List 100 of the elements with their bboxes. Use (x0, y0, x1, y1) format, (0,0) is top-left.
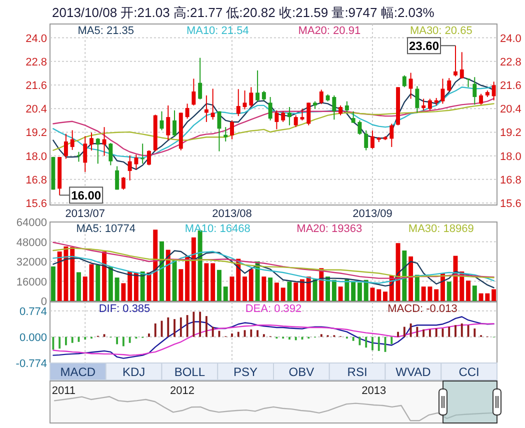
y-tick-label: 21.6 (26, 80, 47, 92)
candlestick (249, 86, 254, 108)
candlestick (242, 90, 247, 110)
text: MA30: 20.65 (410, 25, 472, 37)
candlestick (185, 103, 190, 120)
candlestick (64, 133, 68, 160)
candlestick (236, 88, 240, 117)
candlestick (428, 98, 432, 111)
text: MA20: 20.91 (298, 25, 361, 37)
y-tick-label: 16000 (16, 276, 47, 288)
bar (82, 276, 88, 301)
y-tick-label: 19.2 (26, 127, 47, 140)
bar (255, 262, 260, 301)
bar (268, 278, 273, 301)
bar (383, 292, 388, 301)
candlestick (472, 76, 477, 106)
candlestick (262, 90, 266, 102)
bar (140, 272, 145, 301)
y-tick-label: 20.4 (26, 104, 47, 116)
candlestick (90, 132, 94, 152)
candlestick (210, 88, 215, 120)
bar (102, 252, 107, 301)
candlestick (390, 123, 394, 148)
text: DIF: 0.385 (98, 303, 150, 315)
y2-tick-label: 21.6 (500, 80, 522, 92)
bar (153, 230, 158, 301)
bar (121, 283, 126, 301)
bar (357, 282, 362, 301)
y-tick-label: 16.8 (26, 174, 47, 186)
y-tick-label: 22.8 (26, 56, 47, 68)
bar (274, 282, 279, 301)
candlestick (230, 120, 234, 140)
bar (414, 274, 420, 301)
bar (326, 276, 330, 301)
candlestick (128, 154, 132, 181)
x-tick-label: 2013 (362, 385, 386, 397)
candlestick (440, 78, 445, 104)
annotation: 16.00 (71, 188, 102, 203)
bar (472, 286, 477, 301)
candlestick (70, 130, 74, 150)
candlestick (287, 106, 292, 126)
y-tick-label: 32000 (16, 256, 47, 268)
y-tick-label: 0.774 (19, 306, 47, 318)
bar (76, 272, 81, 301)
candlestick (166, 104, 170, 141)
candlestick (83, 136, 88, 172)
bar (166, 250, 170, 301)
bar (216, 270, 222, 301)
bar (210, 263, 216, 301)
bar (306, 276, 311, 301)
series-label: DEA: 0.392 (245, 303, 302, 315)
bar (492, 289, 496, 301)
category-label: MACD (60, 365, 96, 379)
x-tick-label: 2013/07 (65, 208, 106, 220)
bar (396, 243, 400, 301)
candlestick (319, 89, 324, 105)
candlestick (217, 110, 222, 152)
candlestick (460, 52, 464, 80)
y-tick-label: 0.000 (19, 332, 47, 344)
bar (70, 247, 75, 301)
bar (262, 276, 266, 301)
candlestick (96, 138, 100, 164)
candlestick (332, 94, 336, 120)
bar (96, 264, 100, 301)
candlestick (300, 108, 304, 121)
candlestick (492, 81, 496, 101)
candlestick (172, 110, 176, 138)
candlestick (115, 166, 120, 190)
y2-tick-label: 19.2 (500, 127, 522, 140)
y2-tick-label: 15.6 (500, 198, 522, 210)
bar (172, 260, 177, 301)
candlestick (274, 110, 279, 130)
bar (402, 250, 407, 301)
candlestick (338, 104, 343, 116)
series-label: MACD: -0.013 (388, 303, 458, 315)
bar (351, 282, 356, 301)
bar (344, 279, 350, 301)
bar (134, 272, 138, 301)
series-label: MA10: 16468 (184, 223, 250, 235)
candlestick (351, 110, 356, 124)
category-label: WVAD (396, 365, 432, 379)
chart-title: 2013/10/08 开:21.03 高:21.77 低:20.82 收:21.59 量:9747 幅:2.03% (52, 5, 435, 20)
candlestick (370, 130, 374, 150)
candlestick (140, 143, 145, 164)
bar (446, 282, 452, 301)
text: MA5: 21.35 (78, 25, 134, 37)
candlestick (422, 98, 426, 111)
candlestick (402, 74, 406, 88)
y2-tick-label: 20.4 (500, 104, 522, 116)
y-tick-label: 64000 (16, 217, 47, 229)
y-tick-label: 24.0 (26, 32, 47, 45)
bar (280, 288, 286, 301)
bar (294, 282, 298, 301)
candlestick (358, 120, 362, 136)
y-tick-label: 18.0 (26, 150, 47, 163)
bar (89, 264, 94, 301)
category-label: OBV (288, 365, 314, 379)
bar (248, 269, 254, 301)
candlestick (147, 150, 151, 166)
candlestick (447, 78, 452, 92)
